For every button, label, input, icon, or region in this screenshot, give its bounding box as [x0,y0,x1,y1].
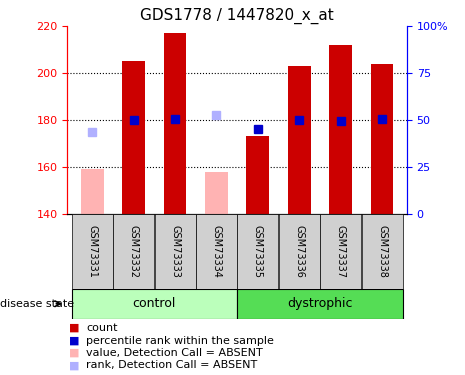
Bar [329,45,352,214]
Bar [113,214,154,289]
Text: GSM73337: GSM73337 [336,225,345,278]
Bar [237,289,403,319]
Bar [72,214,113,289]
Text: GSM73336: GSM73336 [294,225,304,278]
Bar [154,214,196,289]
Text: dystrophic: dystrophic [287,297,352,310]
Bar [362,214,403,289]
Text: control: control [133,297,176,310]
Text: GSM73332: GSM73332 [129,225,139,278]
Text: ■: ■ [69,336,80,345]
Text: value, Detection Call = ABSENT: value, Detection Call = ABSENT [86,348,263,358]
Bar [288,66,311,214]
Bar [246,136,269,214]
Text: percentile rank within the sample: percentile rank within the sample [86,336,274,345]
Text: GSM73335: GSM73335 [253,225,263,278]
Title: GDS1778 / 1447820_x_at: GDS1778 / 1447820_x_at [140,7,334,24]
Text: disease state: disease state [0,299,74,309]
Text: GSM73338: GSM73338 [377,225,387,278]
Text: GSM73331: GSM73331 [87,225,97,278]
Bar [72,289,237,319]
Text: ■: ■ [69,360,80,370]
Text: count: count [86,323,118,333]
Text: rank, Detection Call = ABSENT: rank, Detection Call = ABSENT [86,360,257,370]
Bar [81,169,104,214]
Bar [196,214,237,289]
Text: ■: ■ [69,323,80,333]
Text: GSM73334: GSM73334 [212,225,221,278]
Bar [205,172,228,214]
Bar [371,64,393,214]
Text: GSM73333: GSM73333 [170,225,180,278]
Bar [279,214,320,289]
Bar [164,33,186,214]
Text: ■: ■ [69,348,80,358]
Bar [320,214,361,289]
Bar [122,62,145,214]
Bar [237,214,279,289]
